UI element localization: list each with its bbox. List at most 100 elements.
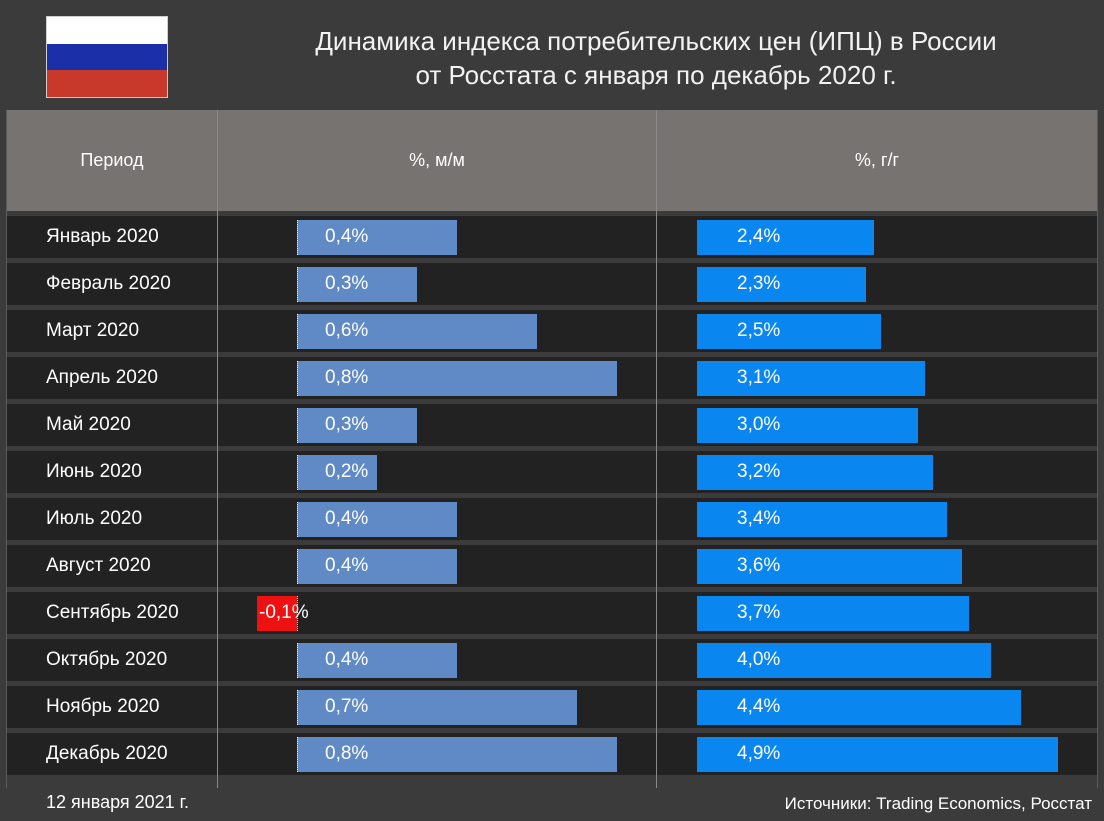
bar-mm (297, 549, 457, 584)
bar-yy (697, 267, 867, 302)
period-label: Август 2020 (46, 555, 151, 576)
bar-mm (297, 737, 617, 772)
bar-yy (697, 502, 948, 537)
bar-yy (697, 220, 874, 255)
table-row: Декабрь 2020 0,8% 4,9% (7, 733, 1097, 780)
value-label-yy: 2,3% (737, 273, 781, 294)
table-row: Июль 2020 0,4% 3,4% (7, 498, 1097, 545)
period-label: Июнь 2020 (46, 461, 142, 482)
zero-baseline (297, 455, 298, 490)
value-label-mm: 0,7% (325, 696, 369, 717)
bar-mm (297, 455, 377, 490)
bar-yy (697, 643, 992, 678)
table-row: Март 2020 0,6% 2,5% (7, 310, 1097, 357)
period-label: Июль 2020 (46, 508, 143, 529)
header-mm: %, м/м (409, 150, 465, 170)
table-row: Май 2020 0,3% 3,0% (7, 404, 1097, 451)
zero-baseline (297, 690, 298, 725)
period-label: Февраль 2020 (46, 273, 171, 294)
period-label: Апрель 2020 (46, 367, 158, 388)
value-label-mm: 0,4% (325, 508, 369, 529)
chart-title: Динамика индекса потребительских цен (ИП… (206, 24, 1104, 92)
period-label: Март 2020 (46, 320, 140, 341)
period-label: Сентябрь 2020 (46, 602, 179, 623)
value-label-yy: 2,5% (737, 320, 781, 341)
bar-yy (697, 314, 881, 349)
period-label: Октябрь 2020 (46, 649, 168, 670)
value-label-mm: 0,4% (325, 226, 369, 247)
zero-baseline (297, 502, 298, 537)
value-label-mm: 0,4% (325, 649, 369, 670)
table-row: Август 2020 0,4% 3,6% (7, 545, 1097, 592)
bar-yy (697, 455, 933, 490)
bar-mm (257, 596, 297, 631)
row-background (7, 263, 1097, 305)
publication-date: 12 января 2021 г. (46, 792, 190, 812)
value-label-mm: 0,4% (325, 555, 369, 576)
period-label: Декабрь 2020 (46, 743, 168, 764)
value-label-mm: 0,8% (325, 743, 369, 764)
period-label: Январь 2020 (46, 226, 159, 247)
value-label-mm: 0,8% (325, 367, 369, 388)
value-label-mm: 0,2% (325, 461, 369, 482)
value-label-yy: 4,9% (737, 743, 781, 764)
bar-yy (697, 737, 1058, 772)
table-row: Сентябрь 2020 -0,1% 3,7% (7, 592, 1097, 639)
row-background (7, 310, 1097, 352)
zero-baseline (297, 314, 298, 349)
zero-baseline (297, 361, 298, 396)
row-background (7, 451, 1097, 493)
bar-mm (297, 314, 537, 349)
table-header: Период %, м/м %, г/г (7, 110, 1097, 211)
value-label-yy: 3,4% (737, 508, 781, 529)
bar-mm (297, 220, 457, 255)
row-background (7, 404, 1097, 446)
value-label-yy: 4,4% (737, 696, 781, 717)
value-label-yy: 4,0% (737, 649, 781, 670)
zero-baseline (297, 549, 298, 584)
header-period: Период (80, 150, 144, 170)
column-divider-2 (656, 110, 657, 788)
chart-title-line1: Динамика индекса потребительских цен (ИП… (315, 26, 997, 56)
zero-baseline (297, 220, 298, 255)
value-label-yy: 3,6% (737, 555, 781, 576)
bar-mm (297, 502, 457, 537)
bar-mm (297, 408, 417, 443)
zero-baseline (297, 596, 298, 631)
table-row: Февраль 2020 0,3% 2,3% (7, 263, 1097, 310)
table-row: Октябрь 2020 0,4% 4,0% (7, 639, 1097, 686)
value-label-mm: 0,3% (325, 273, 369, 294)
period-label: Ноябрь 2020 (46, 696, 160, 717)
column-divider-1 (217, 110, 218, 788)
bar-yy (697, 596, 970, 631)
bar-yy (697, 690, 1021, 725)
value-label-yy: 3,7% (737, 602, 781, 623)
value-label-yy: 2,4% (737, 226, 781, 247)
header-yy: %, г/г (854, 150, 900, 170)
bar-mm (297, 690, 577, 725)
zero-baseline (297, 737, 298, 772)
bar-yy (697, 361, 926, 396)
russia-flag-icon (46, 16, 168, 98)
bar-mm (297, 267, 417, 302)
flag-stripe-red (47, 70, 167, 97)
zero-baseline (297, 267, 298, 302)
bar-mm (297, 643, 457, 678)
flag-stripe-blue (47, 43, 167, 71)
value-label-mm: -0,1% (259, 602, 309, 623)
table-row: Апрель 2020 0,8% 3,1% (7, 357, 1097, 404)
value-label-mm: 0,3% (325, 414, 369, 435)
value-label-mm: 0,6% (325, 320, 369, 341)
value-label-yy: 3,1% (737, 367, 781, 388)
chart-title-line2: от Росстата с января по декабрь 2020 г. (415, 60, 897, 90)
source-note: Источники: Trading Economics, Росстат (784, 794, 1092, 813)
period-label: Май 2020 (46, 414, 131, 435)
table-row: Июнь 2020 0,2% 3,2% (7, 451, 1097, 498)
value-label-yy: 3,0% (737, 414, 781, 435)
zero-baseline (297, 643, 298, 678)
bar-yy (697, 549, 962, 584)
table-row: Январь 2020 0,4% 2,4% (7, 216, 1097, 263)
row-background (7, 216, 1097, 258)
bar-yy (697, 408, 918, 443)
flag-stripe-white (47, 17, 167, 44)
